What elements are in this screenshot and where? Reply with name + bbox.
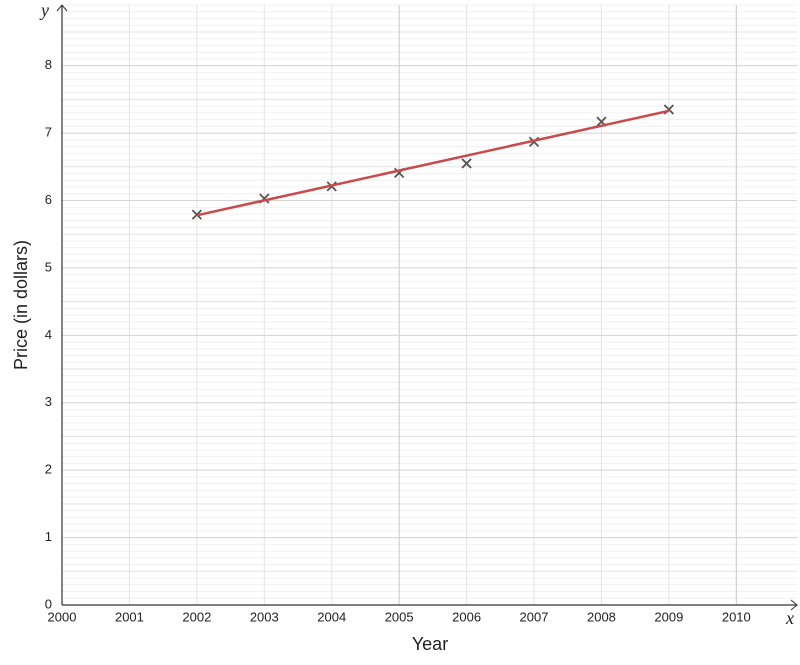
x-tick-label: 2009 [654, 609, 683, 624]
x-tick-label: 2000 [48, 609, 77, 624]
y-tick-label: 3 [45, 394, 52, 409]
y-axis-label: Price (in dollars) [11, 240, 31, 370]
y-tick-label: 0 [45, 596, 52, 611]
y-tick-label: 4 [45, 327, 52, 342]
y-tick-label: 6 [45, 192, 52, 207]
y-tick-label: 7 [45, 125, 52, 140]
x-tick-label: 2001 [115, 609, 144, 624]
data-point [461, 158, 472, 169]
x-tick-label: 2010 [722, 609, 751, 624]
x-tick-label: 2003 [250, 609, 279, 624]
x-tick-label: 2005 [385, 609, 414, 624]
y-arrow [56, 4, 68, 12]
x-tick-label: 2007 [520, 609, 549, 624]
y-tick-label: 1 [45, 529, 52, 544]
x-axis-label: Year [412, 634, 448, 654]
x-tick-label: 2004 [317, 609, 346, 624]
x-arrow [790, 599, 798, 611]
y-tick-label: 2 [45, 462, 52, 477]
y-tick-label: 8 [45, 57, 52, 72]
x-tick-label: 2008 [587, 609, 616, 624]
x-tick-label: 2002 [182, 609, 211, 624]
y-tick-label: 5 [45, 259, 52, 274]
x-axis-symbol: x [785, 608, 794, 628]
y-axis-symbol: y [39, 0, 49, 20]
x-tick-label: 2006 [452, 609, 481, 624]
trend-line [196, 109, 670, 217]
